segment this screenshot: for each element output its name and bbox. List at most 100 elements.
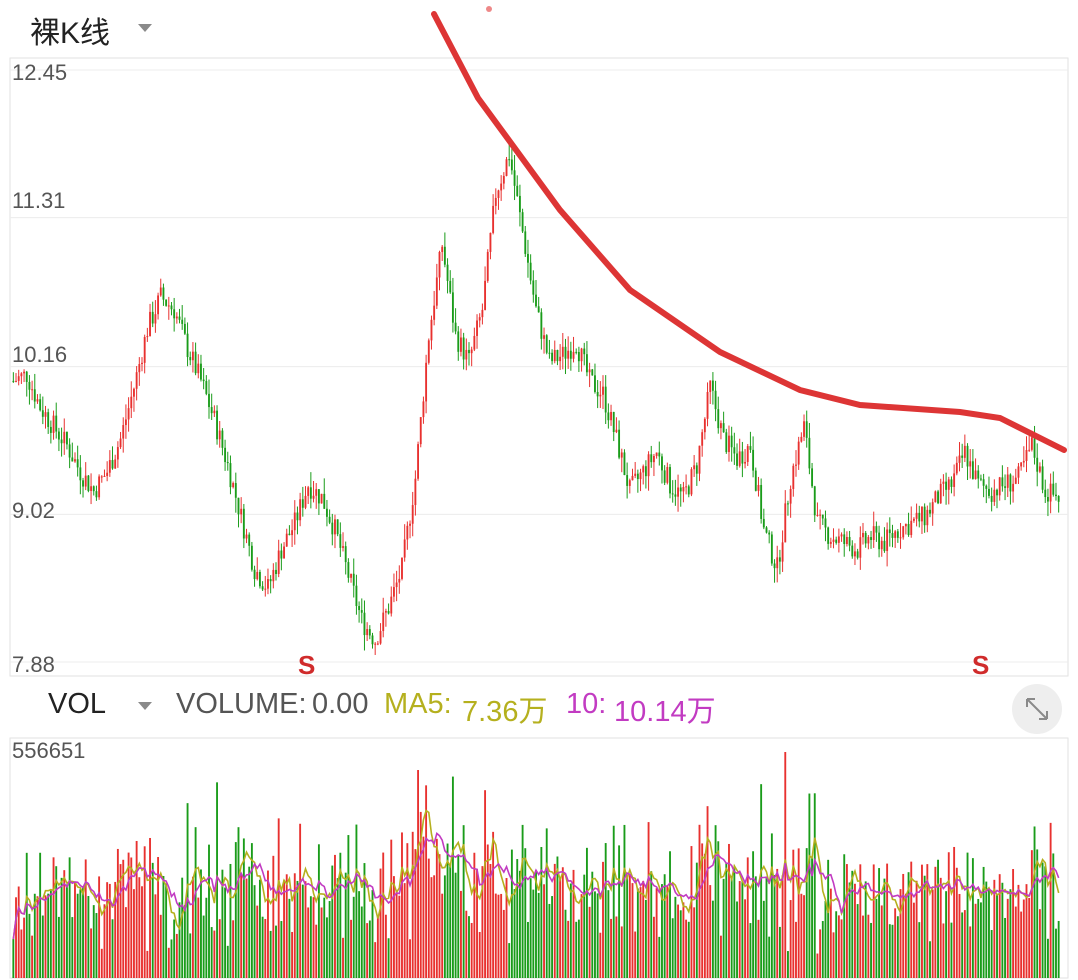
candle-body bbox=[548, 352, 551, 354]
volume-bar bbox=[178, 902, 181, 978]
volume-bar bbox=[963, 910, 966, 978]
y-tick-label: 10.16 bbox=[12, 342, 67, 367]
volume-bar bbox=[320, 907, 323, 978]
candle-body bbox=[655, 452, 658, 457]
candle-body bbox=[591, 369, 594, 376]
expand-button[interactable] bbox=[1012, 684, 1062, 734]
candle-body bbox=[717, 409, 720, 429]
candle-body bbox=[425, 362, 428, 402]
candle-body bbox=[379, 631, 382, 644]
volume-bar bbox=[607, 890, 610, 978]
candle-body bbox=[805, 421, 808, 438]
chevron-down-icon[interactable] bbox=[138, 702, 152, 710]
candle-body bbox=[497, 190, 500, 198]
volume-bar bbox=[559, 877, 562, 978]
candle-body bbox=[1022, 460, 1025, 463]
candle-body bbox=[760, 484, 763, 519]
volume-bar bbox=[478, 931, 481, 978]
candle-body bbox=[658, 452, 661, 457]
volume-bar bbox=[923, 875, 926, 978]
candle-body bbox=[277, 550, 280, 575]
marker-s: S bbox=[972, 650, 989, 680]
candle-body bbox=[384, 610, 387, 613]
y-tick-label: 12.45 bbox=[12, 60, 67, 85]
volume-bar bbox=[355, 824, 358, 978]
volume-bar bbox=[626, 877, 629, 978]
candle-body bbox=[674, 494, 677, 497]
volume-bar bbox=[299, 823, 302, 978]
candle-body bbox=[17, 376, 20, 381]
candle-body bbox=[476, 320, 478, 336]
volume-bar bbox=[628, 875, 631, 978]
candle-body bbox=[460, 337, 462, 352]
volume-bar bbox=[213, 930, 216, 978]
candlestick-series bbox=[12, 144, 1060, 655]
volume-bar bbox=[170, 939, 173, 978]
candle-body bbox=[462, 337, 465, 360]
volume-bar bbox=[414, 849, 417, 978]
candle-body bbox=[213, 410, 216, 414]
volume-bar bbox=[200, 869, 202, 978]
volume-bar bbox=[304, 881, 307, 978]
volume-bar bbox=[264, 918, 267, 978]
volume-bar bbox=[157, 857, 160, 978]
chart-type-title[interactable]: 裸K线 bbox=[30, 17, 111, 50]
candle-body bbox=[208, 393, 210, 408]
trendline bbox=[431, 11, 1067, 453]
volume-bar bbox=[862, 915, 864, 978]
candle-body bbox=[993, 489, 996, 502]
volume-bar bbox=[757, 919, 760, 978]
candle-body bbox=[224, 447, 227, 463]
volume-bar bbox=[728, 843, 730, 978]
candle-body bbox=[205, 381, 208, 394]
volume-bar bbox=[336, 878, 339, 978]
volume-bar bbox=[283, 880, 285, 978]
candle-body bbox=[559, 356, 562, 362]
candle-body bbox=[797, 441, 800, 465]
candle-body bbox=[636, 473, 639, 480]
candle-body bbox=[572, 351, 575, 359]
volume-bar bbox=[551, 896, 554, 978]
volume-bar bbox=[787, 951, 789, 978]
volume-bar bbox=[878, 868, 881, 978]
candle-body bbox=[979, 478, 982, 480]
price-y-axis: 12.45 11.31 10.16 9.02 7.88 bbox=[12, 60, 67, 677]
candle-body bbox=[765, 527, 768, 533]
candle-body bbox=[92, 486, 95, 492]
candle-body bbox=[334, 519, 336, 535]
candle-body bbox=[165, 299, 168, 306]
indicator-select[interactable]: VOL bbox=[48, 688, 107, 720]
ma10-value: 10.14万 bbox=[614, 696, 716, 728]
volume-bar bbox=[427, 858, 430, 978]
volume-bar bbox=[401, 832, 403, 978]
volume-bar bbox=[921, 864, 923, 978]
candle-body bbox=[891, 533, 894, 538]
candle-body bbox=[711, 380, 714, 391]
candle-body bbox=[693, 465, 696, 470]
volume-bar bbox=[403, 883, 406, 978]
volume-bar bbox=[902, 873, 905, 978]
candle-body bbox=[776, 557, 779, 569]
volume-bar bbox=[711, 900, 714, 978]
candle-body bbox=[390, 596, 393, 614]
y-tick-label: 9.02 bbox=[12, 498, 55, 523]
volume-bar bbox=[181, 877, 184, 978]
volume-bar bbox=[690, 846, 693, 978]
candle-body bbox=[862, 532, 864, 538]
candle-body bbox=[33, 389, 36, 402]
candle-body bbox=[588, 369, 591, 373]
volume-bar bbox=[68, 857, 71, 978]
candle-body bbox=[921, 506, 923, 522]
chevron-down-icon[interactable] bbox=[138, 24, 152, 32]
candle-body bbox=[784, 503, 787, 543]
volume-bar bbox=[982, 866, 985, 978]
volume-bar bbox=[55, 866, 58, 978]
candle-body bbox=[867, 537, 870, 544]
volume-bar bbox=[484, 790, 487, 978]
volume-bar bbox=[347, 835, 350, 978]
volume-bar bbox=[492, 831, 495, 978]
candle-body bbox=[162, 287, 165, 300]
volume-bar bbox=[368, 920, 371, 978]
volume-bar bbox=[232, 920, 235, 978]
y-tick-label: 11.31 bbox=[12, 188, 65, 213]
